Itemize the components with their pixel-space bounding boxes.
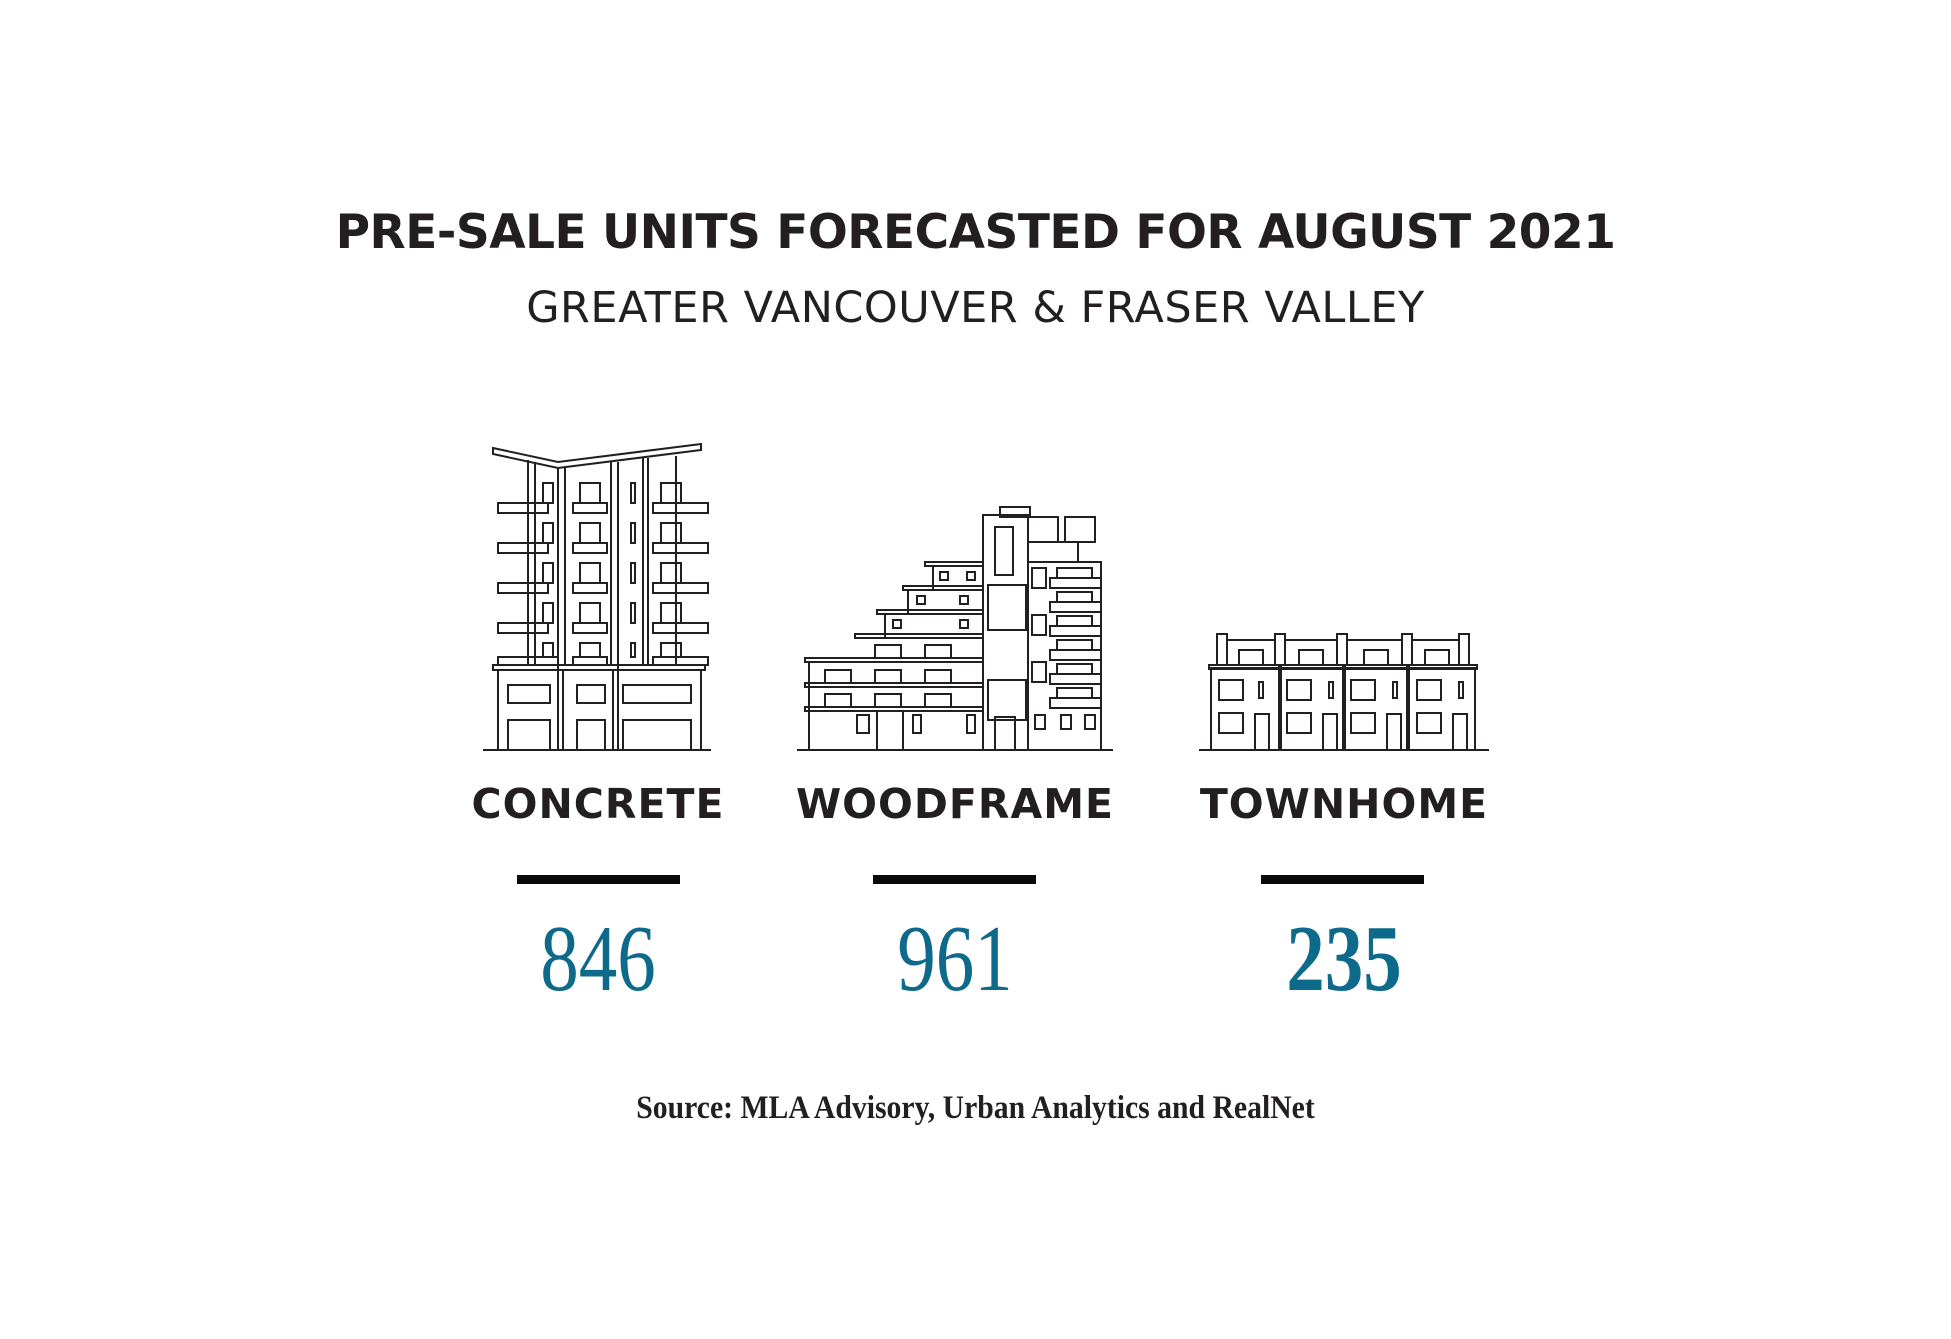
category-label: WOODFRAME — [795, 780, 1115, 828]
category-value: 235 — [1286, 907, 1402, 1011]
woodframe-terraced-building-icon — [795, 505, 1115, 752]
category-value: 961 — [897, 907, 1013, 1011]
divider-bar — [517, 875, 680, 884]
category-value: 846 — [540, 907, 656, 1011]
divider-bar — [1261, 875, 1424, 884]
page-subtitle: GREATER VANCOUVER & FRASER VALLEY — [526, 283, 1425, 333]
townhome-row-icon — [1197, 628, 1491, 752]
source-note: Source: MLA Advisory, Urban Analytics an… — [636, 1090, 1315, 1126]
page-title: PRE-SALE UNITS FORECASTED FOR AUGUST 202… — [335, 205, 1616, 260]
concrete-tower-icon — [483, 440, 713, 752]
divider-bar — [873, 875, 1036, 884]
category-label: CONCRETE — [471, 780, 725, 828]
category-label: TOWNHOME — [1199, 780, 1489, 828]
